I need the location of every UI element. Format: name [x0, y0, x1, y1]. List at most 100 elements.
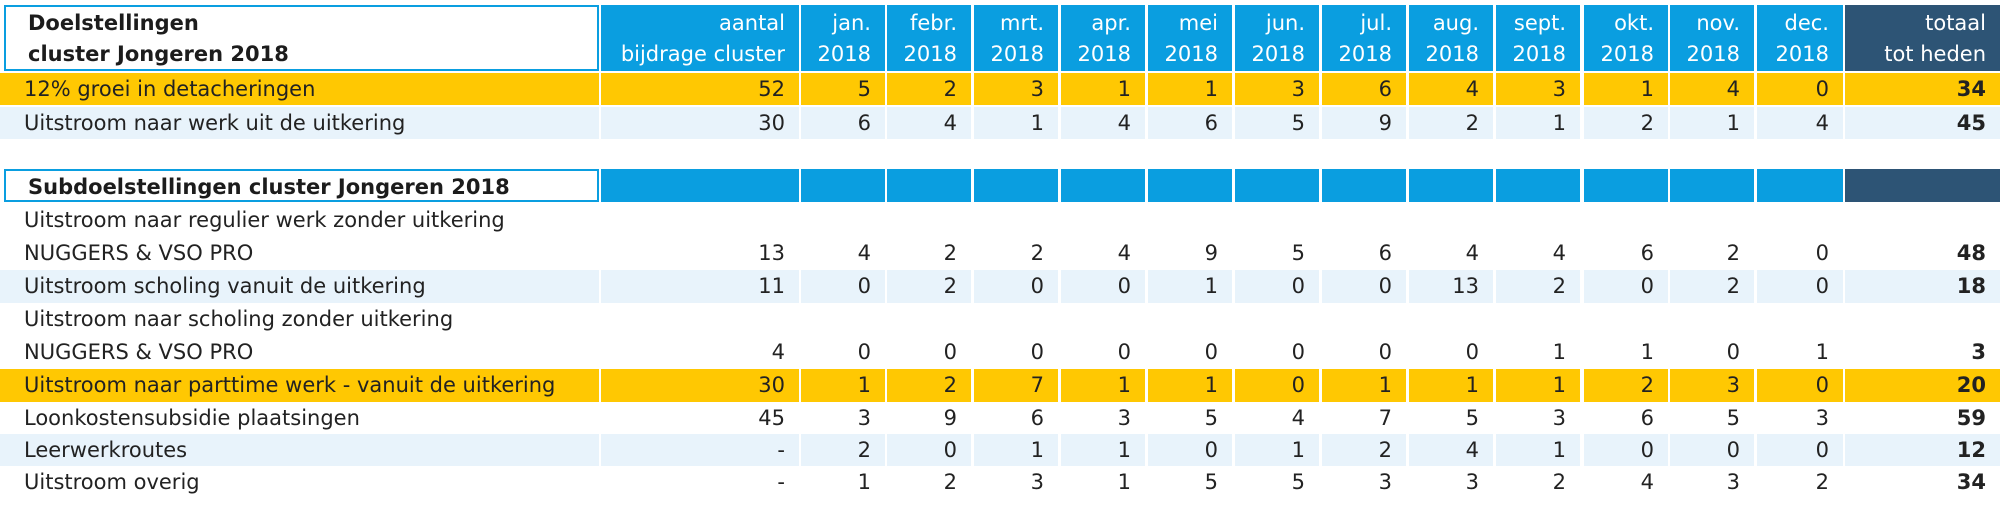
column-header-line1: okt.: [1614, 11, 1654, 35]
value-cell: 6: [1322, 204, 1406, 270]
value-cell: 1: [1235, 434, 1319, 466]
value-cell: 5: [1148, 466, 1232, 499]
total-cell: 12: [1845, 434, 2000, 466]
value-cell: 52: [601, 73, 799, 105]
subheader-column-fill: [601, 169, 799, 202]
value-cell: 1: [801, 466, 885, 499]
value-cell: -: [601, 466, 799, 499]
row-label-text: Uitstroom naar parttime werk - vanuit de…: [24, 373, 556, 397]
value-cell: 5: [801, 73, 885, 105]
value-cell: 3: [1235, 73, 1319, 105]
column-header-line1: febr.: [909, 11, 957, 35]
column-header-line2: 2018: [1425, 42, 1479, 66]
value-cell: 2: [1670, 270, 1754, 303]
row-label: Leerwerkroutes: [0, 434, 599, 466]
value-cell: 2: [1584, 369, 1668, 402]
column-header-line2: 2018: [903, 42, 957, 66]
row-label-text: Leerwerkroutes: [24, 438, 188, 462]
value-cell: 0: [974, 270, 1058, 303]
value-cell: 3: [801, 402, 885, 434]
value-cell: 9: [887, 402, 971, 434]
column-header-line1: apr.: [1091, 11, 1131, 35]
value-cell: 3: [1670, 369, 1754, 402]
value-cell: 4: [601, 303, 799, 369]
subheader-column-fill: [1148, 169, 1232, 202]
value-cell: 1: [1148, 270, 1232, 303]
column-header-line2: 2018: [1512, 42, 1566, 66]
column-header: sept. 2018: [1496, 5, 1580, 71]
row-label-text: Uitstroom overig: [24, 470, 200, 494]
value-cell: 0: [1235, 369, 1319, 402]
value-cell: 4: [1670, 73, 1754, 105]
row-label: Uitstroom naar parttime werk - vanuit de…: [0, 369, 599, 402]
value-cell: 4: [1409, 204, 1493, 270]
value-cell: 1: [1584, 303, 1668, 369]
value-cell: 3: [1496, 402, 1580, 434]
total-cell: 18: [1845, 270, 2000, 303]
column-header: febr. 2018: [887, 5, 971, 71]
value-cell: 2: [1584, 107, 1668, 139]
value-cell: 13: [601, 204, 799, 270]
value-cell: 0: [1235, 270, 1319, 303]
column-header: aantal bijdrage cluster: [601, 5, 799, 71]
subheader-title: Subdoelstellingen cluster Jongeren 2018: [4, 169, 599, 202]
value-cell: 0: [1757, 369, 1843, 402]
total-cell: 34: [1845, 73, 2000, 105]
table-row: Uitstroom overig -1 2 3 1 5 5 3 3 2 4 3 2 34: [0, 466, 2000, 499]
row-label-text: 12% groei in detacheringen: [24, 77, 316, 101]
subheader-column-fill: [1584, 169, 1668, 202]
column-header-line2: 2018: [1775, 42, 1829, 66]
value-cell: 4: [1584, 466, 1668, 499]
value-cell: 0: [1670, 434, 1754, 466]
table-row: 12% groei in detacheringen 52 5 2 3 1 1 3 6 4 3 1 4 0…: [0, 73, 2000, 105]
value-cell: 11: [601, 270, 799, 303]
value-cell: 3: [1670, 466, 1754, 499]
table-row: Loonkostensubsidie plaatsingen 45 3 9 6 3 5 4 7 5…: [0, 402, 2000, 434]
value-cell: 2: [801, 434, 885, 466]
table-row: Uitstroom naar regulier werk zonder uitk…: [0, 204, 2000, 270]
column-header: mrt. 2018: [974, 5, 1058, 71]
header-title-line1: Doelstellingen: [28, 11, 199, 35]
value-cell: 0: [801, 303, 885, 369]
value-cell: 1: [1496, 107, 1580, 139]
total-cell: 45: [1845, 107, 2000, 139]
column-header: dec. 2018: [1757, 5, 1843, 71]
subheader-column-fill: [1845, 169, 2000, 202]
value-cell: 4: [1496, 204, 1580, 270]
value-cell: 6: [1584, 402, 1668, 434]
value-cell: 6: [1322, 73, 1406, 105]
table-row: Uitstroom naar werk uit de uitkering 30 6 4…: [0, 107, 2000, 139]
total-cell: 20: [1845, 369, 2000, 402]
subheader-column-fill: [1670, 169, 1754, 202]
value-cell: 6: [974, 402, 1058, 434]
value-cell: 1: [974, 107, 1058, 139]
subheader-column-fill: [974, 169, 1058, 202]
value-cell: 2: [887, 270, 971, 303]
value-cell: 0: [1757, 73, 1843, 105]
value-cell: 0: [1584, 434, 1668, 466]
row-label-text-line2: NUGGERS & VSO PRO: [24, 340, 254, 364]
column-header-line1: mei: [1178, 11, 1218, 35]
value-cell: 0: [1409, 303, 1493, 369]
column-header-line1: aug.: [1432, 11, 1479, 35]
column-header-line2: 2018: [817, 42, 871, 66]
value-cell: 7: [1322, 402, 1406, 434]
value-cell: 2: [1670, 204, 1754, 270]
column-header-line2: 2018: [1164, 42, 1218, 66]
value-cell: 0: [887, 434, 971, 466]
row-label-text: Loonkostensubsidie plaatsingen: [24, 406, 360, 430]
table-row: Uitstroom naar scholing zonder uitkering…: [0, 303, 2000, 369]
column-header: okt. 2018: [1584, 5, 1668, 71]
header-row: Doelstellingen cluster Jongeren 2018 aanta…: [0, 5, 2000, 71]
column-header-line1: nov.: [1696, 11, 1740, 35]
value-cell: 1: [1322, 369, 1406, 402]
subheader-column-fill: [1409, 169, 1493, 202]
value-cell: 3: [1322, 466, 1406, 499]
value-cell: 3: [1061, 402, 1145, 434]
header-title-line2: cluster Jongeren 2018: [28, 42, 289, 66]
column-header: jul. 2018: [1322, 5, 1406, 71]
value-cell: 5: [1235, 107, 1319, 139]
value-cell: 6: [801, 107, 885, 139]
value-cell: 4: [1061, 204, 1145, 270]
value-cell: 0: [974, 303, 1058, 369]
